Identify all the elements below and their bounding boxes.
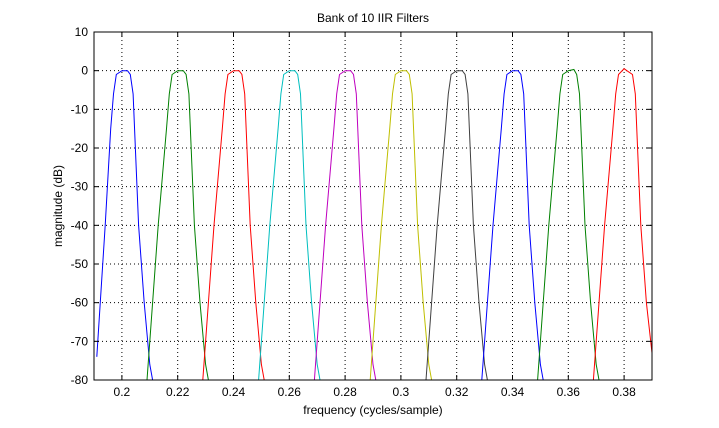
- series-line-8: [481, 70, 544, 380]
- series-line-5: [313, 70, 377, 380]
- y-tick-label: -30: [71, 180, 89, 194]
- series-line-3: [202, 70, 265, 380]
- x-tick-label: 0.3: [393, 385, 410, 399]
- y-axis-title: magnitude (dB): [51, 165, 65, 247]
- chart-title: Bank of 10 IIR Filters: [317, 11, 429, 25]
- y-tick-label: 0: [81, 64, 88, 78]
- series-group: [96, 68, 652, 380]
- y-tick-label: -10: [71, 102, 89, 116]
- x-axis-title: frequency (cycles/sample): [303, 403, 442, 417]
- y-tick-label: -40: [71, 218, 89, 232]
- x-tick-label: 0.32: [445, 385, 469, 399]
- x-tick-label: 0.28: [333, 385, 357, 399]
- x-tick-label: 0.26: [278, 385, 302, 399]
- x-tick-label: 0.24: [222, 385, 246, 399]
- series-line-4: [258, 70, 321, 380]
- series-line-1: [96, 70, 154, 380]
- plot-area: [94, 32, 652, 380]
- x-tick-label: 0.34: [501, 385, 525, 399]
- series-line-2: [146, 70, 209, 380]
- plot-frame: [93, 31, 653, 381]
- y-tick-label: -80: [71, 373, 89, 387]
- x-tick-label: 0.38: [612, 385, 636, 399]
- y-tick-label: -50: [71, 257, 89, 271]
- y-tick-label: -70: [71, 334, 89, 348]
- y-tick-label: -60: [71, 296, 89, 310]
- x-tick-label: 0.22: [166, 385, 190, 399]
- series-line-9: [537, 68, 600, 380]
- x-tick-label: 0.36: [557, 385, 581, 399]
- series-line-6: [369, 70, 433, 380]
- ticks: 0.2 0.22 0.24 0.26 0.28 0.3 0.32 0.34 0.36 0.38 -8…: [71, 25, 652, 399]
- series-line-7: [425, 70, 488, 380]
- y-tick-label: 10: [75, 25, 89, 39]
- y-tick-label: -20: [71, 141, 89, 155]
- x-tick-label: 0.2: [114, 385, 131, 399]
- series-line-10: [592, 68, 652, 380]
